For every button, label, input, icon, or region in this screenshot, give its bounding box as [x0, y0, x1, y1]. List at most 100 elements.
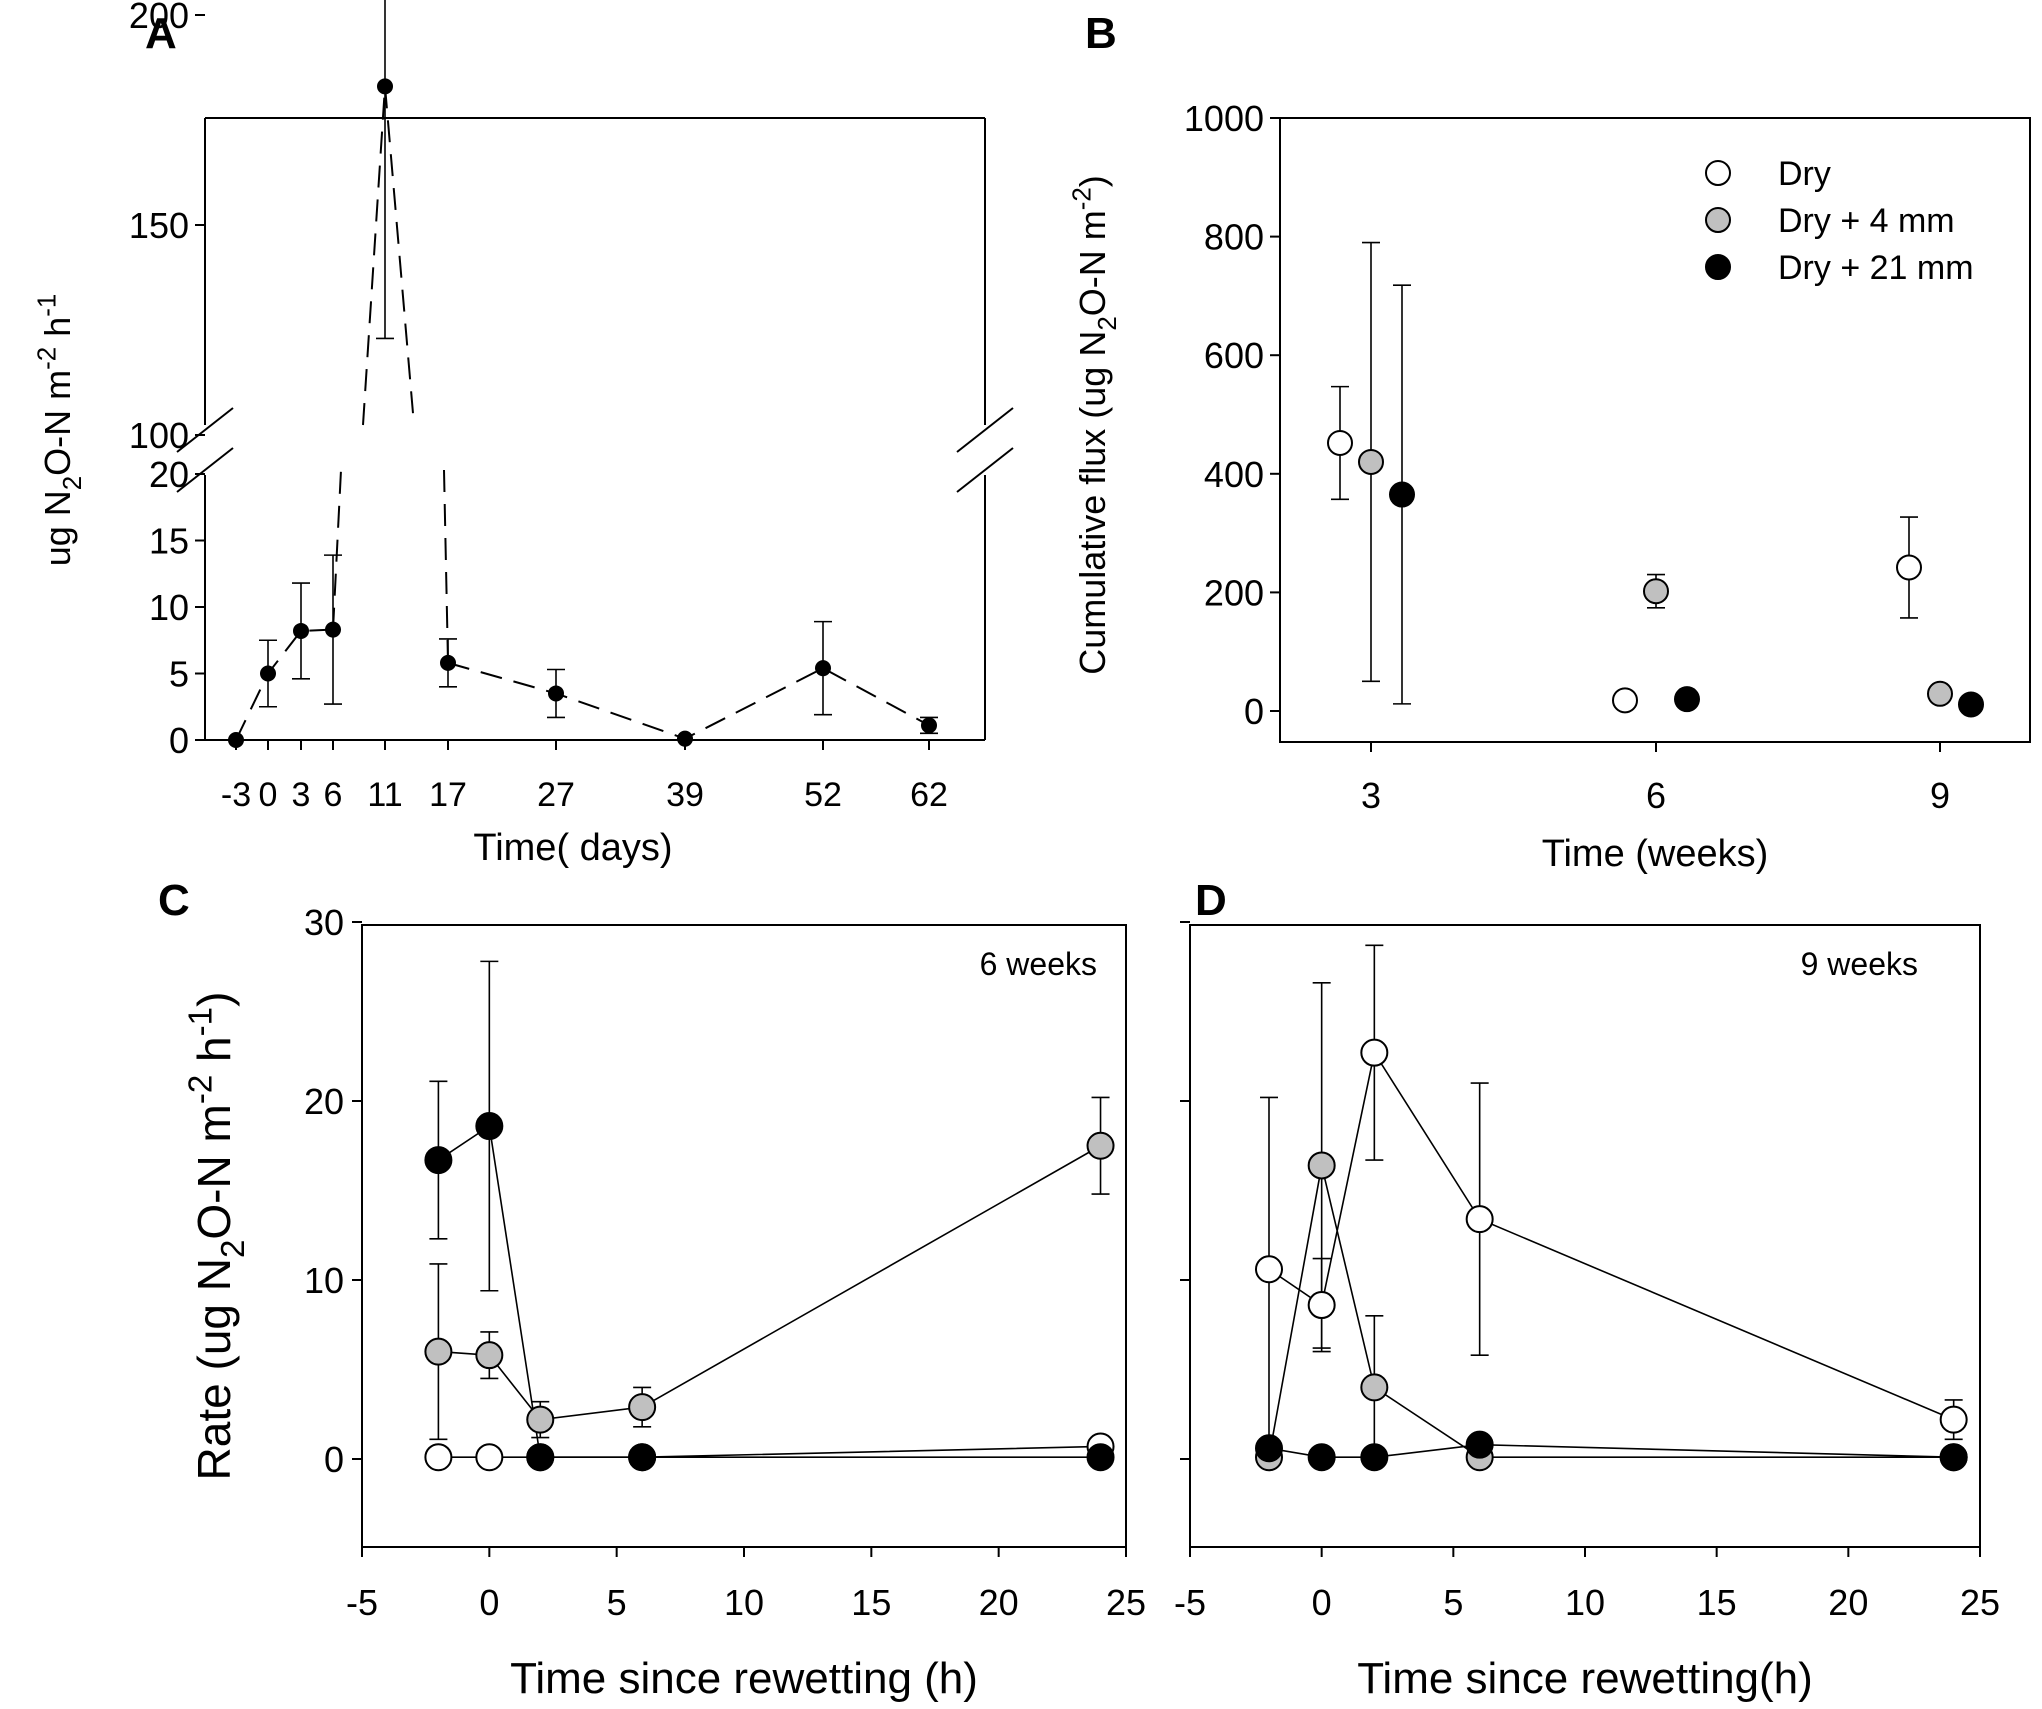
- data-point: [325, 621, 341, 638]
- y-tick-label: 0: [169, 720, 189, 761]
- data-point: [548, 685, 564, 702]
- data-point: [424, 1337, 453, 1366]
- series-line: [447, 661, 930, 740]
- series-line: [1268, 1050, 1954, 1421]
- label-part: -1: [183, 1007, 220, 1036]
- x-tick-label: 17: [429, 776, 467, 814]
- data-point: [1958, 691, 1984, 718]
- label-part: h: [37, 317, 78, 347]
- y-tick-label: 0: [324, 1439, 344, 1480]
- data-point: [628, 1393, 657, 1422]
- y-tick-label: 5: [169, 654, 189, 695]
- label-part: -2: [1069, 187, 1097, 210]
- y-tick-label: 100: [129, 415, 189, 456]
- x-tick-label: 5: [607, 1582, 627, 1623]
- x-tick-label: 0: [479, 1582, 499, 1623]
- data-point: [628, 1443, 657, 1472]
- x-tick-label: 52: [804, 776, 842, 814]
- data-point: [677, 730, 693, 747]
- x-tick-label: -5: [1174, 1582, 1206, 1623]
- label-part: O-N m: [1072, 210, 1113, 316]
- y-tick-label: 10: [149, 587, 189, 628]
- y-tick-label: 15: [149, 521, 189, 562]
- panel-c: 0 10 20 30 -5 0 5 10 15 20 25 Time since rewetting …: [183, 902, 1146, 1703]
- data-point: [1465, 1430, 1494, 1459]
- label-part: Rate (ug N: [188, 1258, 240, 1480]
- data-point: [424, 1146, 453, 1175]
- x-tick-label: 15: [1697, 1582, 1737, 1623]
- data-point: [475, 1443, 504, 1472]
- y-tick-label: 1000: [1184, 98, 1264, 139]
- panel-label-c: C: [158, 876, 190, 925]
- data-point: [526, 1443, 555, 1472]
- data-point: [1307, 1151, 1336, 1180]
- x-tick-label: 3: [1361, 775, 1381, 816]
- data-point: [228, 732, 244, 748]
- axis-break-mark: [956, 447, 1014, 493]
- x-tick-label: 27: [537, 776, 575, 814]
- panel-b: 0 200 400 600 800 1000 3 6 9 Time (weeks) Cumulati…: [1069, 98, 2031, 875]
- x-tick-label: 15: [851, 1582, 891, 1623]
- data-point: [526, 1405, 555, 1434]
- label-part: O-N m: [37, 370, 78, 476]
- axis-break-mark: [176, 407, 234, 453]
- x-tick-label: 10: [1565, 1582, 1605, 1623]
- panel-d: -5 0 5 10 15 20 25 Time since rewetting(h) 9 wee…: [1174, 921, 2000, 1703]
- label-part: h: [188, 1036, 240, 1074]
- x-axis-title: Time (weeks): [1542, 833, 1769, 875]
- label-part: -2: [34, 347, 62, 370]
- x-tick-label: 10: [724, 1582, 764, 1623]
- x-axis-title: Time( days): [473, 827, 672, 869]
- data-point: [1643, 578, 1669, 605]
- series-line: [438, 1145, 1101, 1421]
- axis-break-mark: [176, 447, 234, 493]
- legend-label: Dry: [1778, 155, 1831, 193]
- data-point: [1086, 1131, 1115, 1160]
- x-tick-label: 20: [1828, 1582, 1868, 1623]
- x-tick-label: 0: [259, 776, 278, 814]
- data-point: [1674, 686, 1700, 713]
- y-tick-label: 0: [1244, 691, 1264, 732]
- label-part: -1: [34, 294, 62, 317]
- data-point: [1327, 429, 1353, 456]
- data-point: [1307, 1443, 1336, 1472]
- label-part: 2: [1094, 316, 1122, 330]
- data-point: [921, 717, 937, 734]
- x-tick-label: -5: [346, 1582, 378, 1623]
- y-tick-label: 800: [1204, 217, 1264, 258]
- y-tick-label: 30: [304, 902, 344, 943]
- panel-label-d: D: [1195, 876, 1227, 925]
- label-part: O-N m: [188, 1104, 240, 1239]
- data-point: [293, 622, 309, 639]
- data-point: [815, 660, 831, 677]
- data-point: [1896, 554, 1922, 581]
- series-line: [384, 86, 415, 426]
- y-tick-label: 400: [1204, 454, 1264, 495]
- legend-marker: [1705, 160, 1731, 186]
- x-tick-label: -3: [221, 776, 251, 814]
- series-line: [332, 469, 342, 630]
- panel-annotation: 6 weeks: [980, 946, 1097, 982]
- label-part: ): [1072, 175, 1113, 187]
- series-line: [235, 628, 334, 741]
- x-tick-label: 6: [1646, 775, 1666, 816]
- data-point: [1307, 1291, 1336, 1320]
- legend-marker: [1705, 254, 1731, 280]
- x-tick-label: 11: [367, 776, 402, 814]
- y-axis-title: Rate (ug N2O-N m-2 h-1): [183, 992, 252, 1481]
- axis-break-mark: [956, 407, 1014, 453]
- panel-label-b: B: [1085, 9, 1117, 58]
- legend-label: Dry + 21 mm: [1778, 249, 1974, 287]
- y-tick-label: 600: [1204, 335, 1264, 376]
- y-tick-label: 20: [149, 454, 189, 495]
- series-line: [443, 469, 449, 663]
- data-point: [377, 78, 393, 95]
- x-tick-label: 9: [1930, 775, 1950, 816]
- data-point: [1255, 1434, 1283, 1463]
- panel-label-a: A: [145, 9, 177, 58]
- x-tick-label: 6: [324, 776, 343, 814]
- data-point: [440, 654, 456, 671]
- y-tick-label: 10: [304, 1260, 344, 1301]
- y-axis-title: ug N2O-N m-2 h-1: [34, 294, 87, 567]
